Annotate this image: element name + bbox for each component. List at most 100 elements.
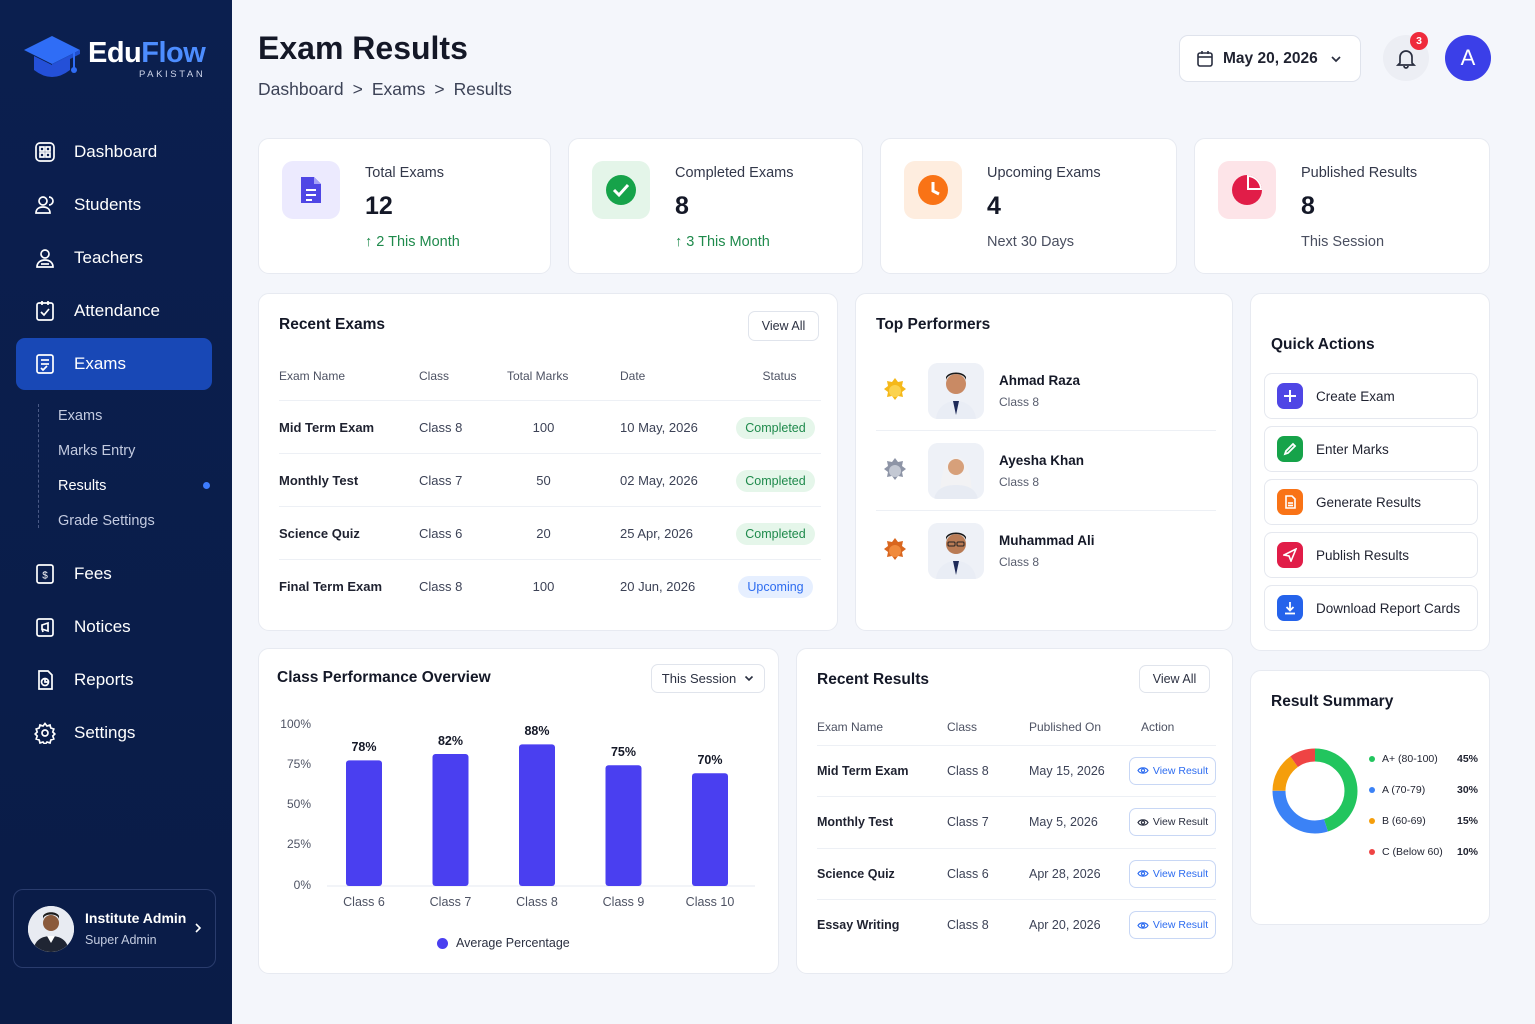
- performer-item[interactable]: Muhammad Ali Class 8: [876, 516, 1216, 586]
- sidebar-item-settings[interactable]: Settings: [16, 707, 212, 759]
- stat-note-text: 2 This Month: [376, 234, 460, 250]
- chevron-right-icon[interactable]: [193, 921, 203, 939]
- exams-subnav: Exams Marks Entry Results Grade Settings: [36, 398, 212, 538]
- status-badge: Completed: [736, 469, 815, 492]
- table-row[interactable]: Monthly Test Class 7 50 02 May, 2026 Com…: [279, 454, 819, 507]
- table-row[interactable]: Science Quiz Class 6 Apr 28, 2026 View R…: [817, 848, 1217, 900]
- divider: [817, 848, 1216, 849]
- table-row[interactable]: Science Quiz Class 6 20 25 Apr, 2026 Com…: [279, 507, 819, 560]
- column-header: Date: [620, 369, 646, 383]
- column-header: Published On: [1029, 720, 1102, 734]
- x-tick-label: Class 6: [343, 895, 385, 909]
- legend-dot-icon: [1369, 849, 1375, 855]
- button-label: View Result: [1152, 764, 1209, 777]
- generate-results-button[interactable]: Generate Results: [1264, 479, 1478, 525]
- action-label: Download Report Cards: [1316, 600, 1461, 616]
- table-row[interactable]: Essay Writing Class 8 Apr 20, 2026 View …: [817, 900, 1217, 952]
- attendance-icon: [33, 299, 57, 323]
- pie-chart-icon: [1218, 161, 1276, 219]
- subnav-item-grade-settings[interactable]: Grade Settings: [58, 512, 155, 529]
- legend-dot-icon: [437, 937, 448, 949]
- bar-class-6[interactable]: [346, 760, 382, 886]
- x-tick-label: Class 7: [429, 895, 472, 909]
- stat-note: ↑ 3 This Month: [675, 234, 770, 250]
- plus-icon: [1277, 383, 1303, 409]
- table-row[interactable]: Monthly Test Class 7 May 5, 2026 View Re…: [817, 797, 1217, 849]
- cell-date: Apr 28, 2026: [1029, 866, 1101, 881]
- cell-class: Class 7: [947, 815, 989, 830]
- view-result-button[interactable]: View Result: [1129, 859, 1216, 888]
- divider: [817, 899, 1216, 900]
- teachers-icon: [33, 246, 57, 270]
- card-title: Quick Actions: [1271, 336, 1375, 353]
- page-title: Exam Results: [258, 30, 468, 66]
- arrow-up-icon: ↑: [675, 234, 683, 250]
- sidebar: EduFlow PAKISTAN Dashboard Students Teac…: [0, 0, 232, 1024]
- breadcrumb-exams[interactable]: Exams: [371, 79, 426, 99]
- subnav-item-exams[interactable]: Exams: [58, 407, 103, 424]
- performer-item[interactable]: Ayesha Khan Class 8: [876, 436, 1216, 506]
- divider: [279, 400, 821, 401]
- bar-class-9[interactable]: [605, 765, 642, 886]
- legend-item: B (60-69): [1369, 815, 1479, 827]
- enter-marks-button[interactable]: Enter Marks: [1264, 426, 1478, 472]
- x-tick-label: Class 8: [516, 895, 558, 909]
- view-result-button[interactable]: View Result: [1129, 808, 1216, 837]
- sidebar-item-label: Settings: [74, 723, 136, 742]
- table-row[interactable]: Mid Term Exam Class 8 May 15, 2026 View …: [817, 745, 1217, 797]
- user-profile-card[interactable]: Institute Admin Super Admin: [13, 889, 216, 968]
- table-header: Exam Name Class Total Marks Date Status: [279, 362, 819, 390]
- bar-class-7[interactable]: [432, 753, 469, 886]
- sidebar-item-fees[interactable]: $ Fees: [16, 548, 212, 600]
- bar-class-10[interactable]: [692, 773, 728, 886]
- avatar[interactable]: A: [1445, 35, 1491, 81]
- result-donut-chart: [1272, 748, 1358, 834]
- view-result-button[interactable]: View Result: [1129, 911, 1216, 940]
- bar-class-8[interactable]: [519, 744, 555, 886]
- performer-name: Ayesha Khan: [999, 453, 1085, 468]
- subnav-item-marks-entry[interactable]: Marks Entry: [58, 442, 136, 459]
- performer-item[interactable]: Ahmad Raza Class 8: [876, 356, 1216, 426]
- sidebar-item-teachers[interactable]: Teachers: [16, 232, 212, 284]
- sidebar-item-dashboard[interactable]: Dashboard: [16, 126, 212, 178]
- breadcrumb: Dashboard > Exams > Results: [258, 79, 512, 100]
- stat-value: 8: [1301, 192, 1315, 220]
- card-title: Recent Exams: [279, 316, 385, 333]
- date-picker[interactable]: May 20, 2026: [1179, 35, 1361, 82]
- breadcrumb-dashboard[interactable]: Dashboard: [258, 79, 344, 99]
- chevron-down-icon: [1330, 55, 1342, 63]
- y-tick-label: 0%: [293, 878, 311, 892]
- table-row[interactable]: Final Term Exam Class 8 100 20 Jun, 2026…: [279, 560, 819, 613]
- brand-subtitle: PAKISTAN: [138, 69, 206, 80]
- card-title: Recent Results: [817, 671, 929, 688]
- sidebar-item-students[interactable]: Students: [16, 179, 212, 231]
- legend-dot-icon: [1369, 818, 1375, 824]
- stat-value: 4: [987, 192, 1001, 220]
- gold-medal-icon: [880, 376, 910, 406]
- sidebar-item-exams[interactable]: Exams: [16, 338, 212, 390]
- card-title: Class Performance Overview: [277, 669, 491, 686]
- stat-note: This Session: [1301, 234, 1385, 250]
- cell-date: 25 Apr, 2026: [620, 526, 694, 541]
- view-all-button[interactable]: View All: [748, 311, 819, 341]
- legend-percent: 45%: [1457, 753, 1479, 765]
- sidebar-item-notices[interactable]: Notices: [16, 601, 212, 653]
- sidebar-item-attendance[interactable]: Attendance: [16, 285, 212, 337]
- brand-logo[interactable]: EduFlow PAKISTAN: [22, 34, 206, 84]
- download-report-cards-button[interactable]: Download Report Cards: [1264, 585, 1478, 631]
- performer-class: Class 8: [999, 395, 1040, 409]
- session-filter-dropdown[interactable]: This Session: [651, 664, 765, 693]
- divider: [817, 745, 1216, 746]
- sidebar-item-reports[interactable]: Reports: [16, 654, 212, 706]
- recent-results-card: Recent Results View All Exam Name Class …: [796, 648, 1233, 974]
- column-header: Action: [1141, 720, 1175, 734]
- view-result-button[interactable]: View Result: [1129, 756, 1216, 785]
- sidebar-item-label: Teachers: [74, 248, 143, 267]
- create-exam-button[interactable]: Create Exam: [1264, 373, 1478, 419]
- publish-results-button[interactable]: Publish Results: [1264, 532, 1478, 578]
- view-all-button[interactable]: View All: [1139, 665, 1210, 693]
- subnav-item-results[interactable]: Results: [58, 468, 212, 503]
- exams-icon: [33, 352, 57, 376]
- avatar: [928, 363, 984, 419]
- table-row[interactable]: Mid Term Exam Class 8 100 10 May, 2026 C…: [279, 401, 819, 454]
